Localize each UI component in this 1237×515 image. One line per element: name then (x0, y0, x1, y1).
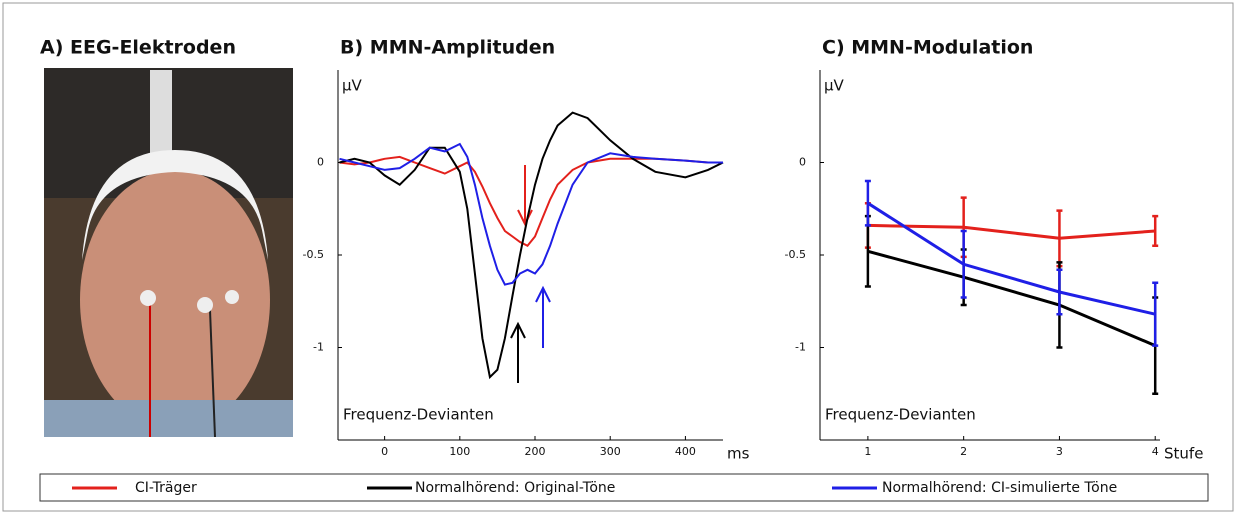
x-tick-label: 1 (864, 445, 871, 458)
y-tick-label: 0 (317, 156, 324, 169)
y-tick-label: -1 (313, 341, 324, 354)
legend-label: Normalhörend: CI-simulierte Töne (882, 480, 1117, 496)
photo (44, 68, 293, 437)
x-tick-label: 3 (1056, 445, 1063, 458)
x-unit: ms (727, 445, 750, 463)
x-tick-label: 400 (675, 445, 696, 458)
annotation: Frequenz-Devianten (825, 406, 976, 424)
y-tick-label: -0.5 (785, 248, 806, 261)
y-label: µV (824, 77, 845, 95)
y-label: µV (342, 77, 363, 95)
series-line: Normalhörend: CI-simulierte Töne (340, 144, 724, 285)
annotation: Frequenz-Devianten (343, 406, 494, 424)
series-line: Normalhörend: CI-simulierte Töne (868, 203, 1155, 314)
x-unit: Stufe (1164, 445, 1203, 463)
y-tick-label: -1 (795, 341, 806, 354)
x-tick-label: 100 (449, 445, 470, 458)
y-tick-label: 0 (799, 156, 806, 169)
x-tick-label: 4 (1152, 445, 1159, 458)
chart-title: B) MMN-Amplituden (340, 37, 555, 59)
x-tick-label: 300 (600, 445, 621, 458)
legend-label: Normalhörend: Original-Töne (415, 480, 615, 496)
legend-label: CI-Träger (135, 480, 197, 496)
panel-title: A) EEG-Elektroden (40, 37, 236, 59)
series-line: Normalhörend: Original-Töne (868, 251, 1155, 345)
series-line: Normalhörend: Original-Töne (340, 113, 724, 378)
y-tick-label: -0.5 (303, 248, 324, 261)
x-tick-label: 0 (381, 445, 388, 458)
x-tick-label: 200 (525, 445, 546, 458)
chart-title: C) MMN-Modulation (822, 37, 1033, 59)
figure: A) EEG-Elektroden B) MMN-Amplituden µV ms F… (0, 0, 1237, 515)
x-tick-label: 2 (960, 445, 967, 458)
